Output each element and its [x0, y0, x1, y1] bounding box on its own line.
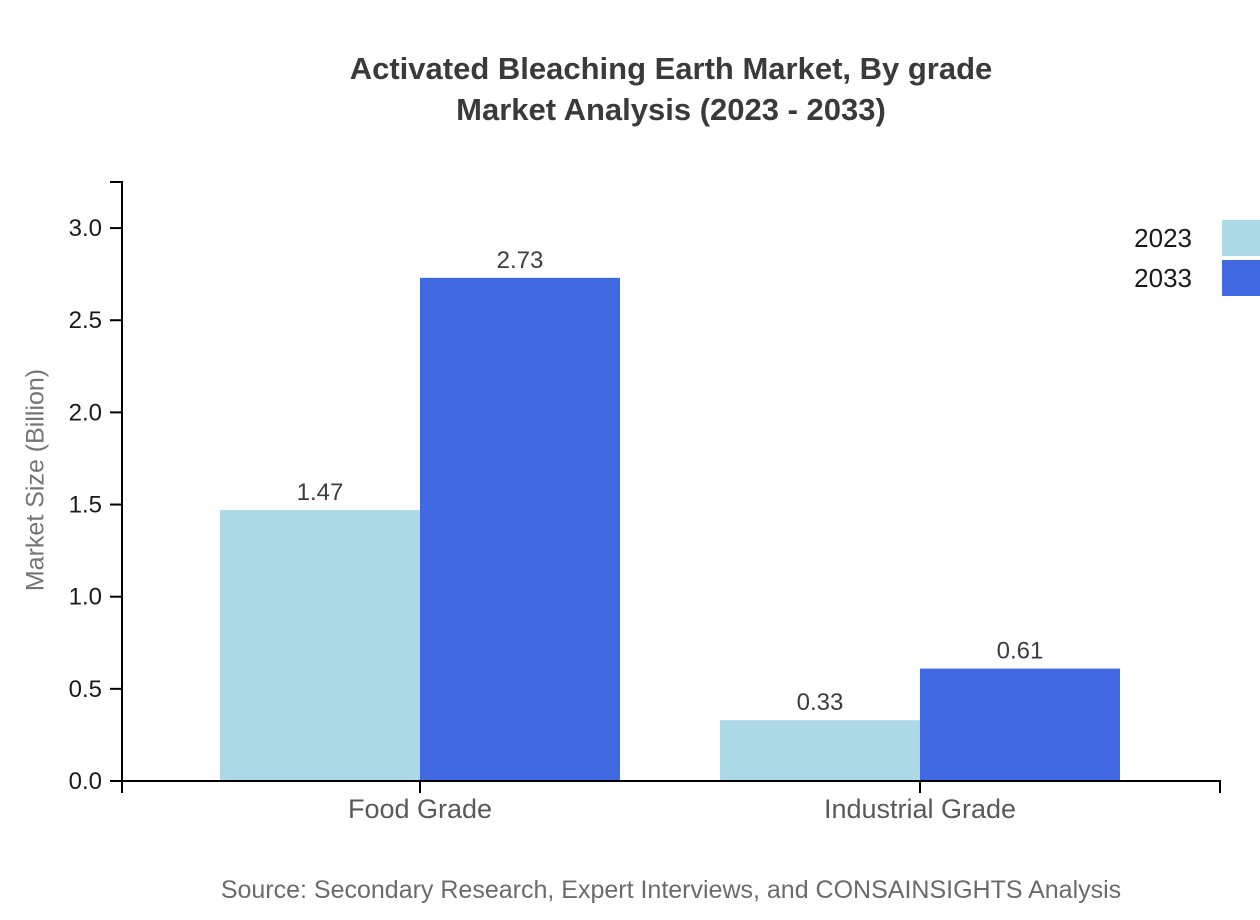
y-tick-label-1.5: 1.5 [69, 492, 102, 519]
y-tick-label-3.0: 3.0 [69, 215, 102, 242]
y-tick-label-2.5: 2.5 [69, 307, 102, 334]
chart-title-line-1: Activated Bleaching Earth Market, By gra… [349, 51, 993, 86]
y-axis-line [110, 181, 123, 781]
legend-swatch-2023 [1222, 220, 1260, 256]
legend-item-2023: 2023 [1134, 220, 1260, 256]
y-axis-title: Market Size (Billion) [21, 368, 50, 592]
legend-item-2033: 2033 [1134, 260, 1260, 296]
bar-food-grade-2033 [420, 277, 620, 781]
value-label-industrial-grade-2023: 0.33 [797, 689, 844, 716]
y-tick-label-0.5: 0.5 [69, 676, 102, 703]
value-label-industrial-grade-2033: 0.61 [997, 638, 1044, 665]
value-label-food-grade-2033: 2.73 [497, 247, 544, 274]
bar-industrial-grade-2023 [720, 720, 920, 781]
bar-industrial-grade-2033 [920, 668, 1120, 781]
chart-title: Activated Bleaching Earth Market, By gra… [82, 48, 1260, 130]
legend-label-2033: 2033 [1134, 262, 1192, 293]
chart-title-line-2: Market Analysis (2023 - 2033) [456, 92, 886, 127]
bar-food-grade-2023 [220, 510, 420, 781]
legend: 2023 2033 [1134, 220, 1260, 296]
legend-swatch-2033 [1222, 260, 1260, 296]
source-note: Source: Secondary Research, Expert Inter… [220, 876, 1122, 904]
y-tick-label-1.0: 1.0 [69, 584, 102, 611]
y-tick-label-0.0: 0.0 [69, 768, 102, 795]
value-label-food-grade-2023: 1.47 [297, 479, 344, 506]
x-axis-line [121, 780, 1221, 793]
legend-label-2023: 2023 [1134, 222, 1192, 253]
x-category-label-food-grade: Food Grade [348, 794, 492, 824]
x-category-label-industrial-grade: Industrial Grade [824, 794, 1016, 824]
y-tick-label-2.0: 2.0 [69, 399, 102, 426]
